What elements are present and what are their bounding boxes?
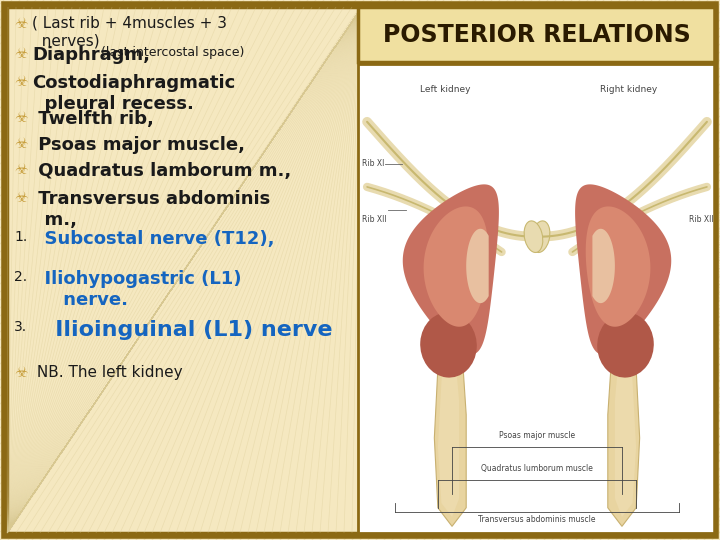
Text: ☣: ☣ [14,162,27,177]
Text: ☣: ☣ [14,16,27,31]
Text: Rib XII: Rib XII [361,215,387,224]
Ellipse shape [531,221,550,253]
Text: ☣: ☣ [14,74,27,89]
Text: Psoas major muscle: Psoas major muscle [499,431,575,440]
Polygon shape [615,322,636,517]
Text: Subcostal nerve (T12),: Subcostal nerve (T12), [32,230,274,248]
Polygon shape [608,308,639,526]
Text: Iliohypogastric (L1)
     nerve.: Iliohypogastric (L1) nerve. [32,270,241,309]
Text: 1.: 1. [14,230,27,244]
Text: NB. The left kidney: NB. The left kidney [32,365,183,380]
Text: Costodiaphragmatic
  pleural recess.: Costodiaphragmatic pleural recess. [32,74,235,113]
Text: (last intercostal space): (last intercostal space) [97,46,244,59]
Bar [7,7,362,533]
Polygon shape [434,308,467,526]
Text: POSTERIOR RELATIONS: POSTERIOR RELATIONS [383,23,691,46]
Text: 3.: 3. [14,320,27,334]
Polygon shape [467,229,489,303]
Text: Psoas major muscle,: Psoas major muscle, [32,136,245,154]
Polygon shape [423,206,488,327]
Bar [358,64,716,533]
Ellipse shape [597,313,654,377]
Text: Transversus abdominis muscle: Transversus abdominis muscle [478,515,595,524]
Polygon shape [575,184,671,354]
Bar [358,7,716,62]
Polygon shape [438,322,459,517]
Text: ( Last rib + 4muscles + 3
  nerves): ( Last rib + 4muscles + 3 nerves) [32,16,227,49]
Text: Rib XI: Rib XI [361,159,384,168]
Text: Right kidney: Right kidney [600,85,657,93]
Text: Left kidney: Left kidney [420,85,470,93]
Text: Quadratus lamborum m.,: Quadratus lamborum m., [32,162,292,180]
Text: ☣: ☣ [14,365,27,380]
Text: ☣: ☣ [14,190,27,205]
Ellipse shape [524,221,543,253]
Text: Quadratus lumborum muscle: Quadratus lumborum muscle [481,464,593,473]
Polygon shape [402,184,499,354]
Ellipse shape [420,313,477,377]
Text: ☣: ☣ [14,136,27,151]
Text: 2.: 2. [14,270,27,284]
Text: Ilioinguinal (L1) nerve: Ilioinguinal (L1) nerve [32,320,333,340]
Text: ☣: ☣ [14,110,27,125]
Text: ☣: ☣ [14,46,27,61]
Text: Transversus abdominis
  m.,: Transversus abdominis m., [32,190,270,229]
Text: Diaphragm,: Diaphragm, [32,46,150,64]
Text: Twelfth rib,: Twelfth rib, [32,110,154,128]
Polygon shape [586,206,650,327]
Text: Rib XII: Rib XII [689,215,714,224]
Polygon shape [593,229,615,303]
